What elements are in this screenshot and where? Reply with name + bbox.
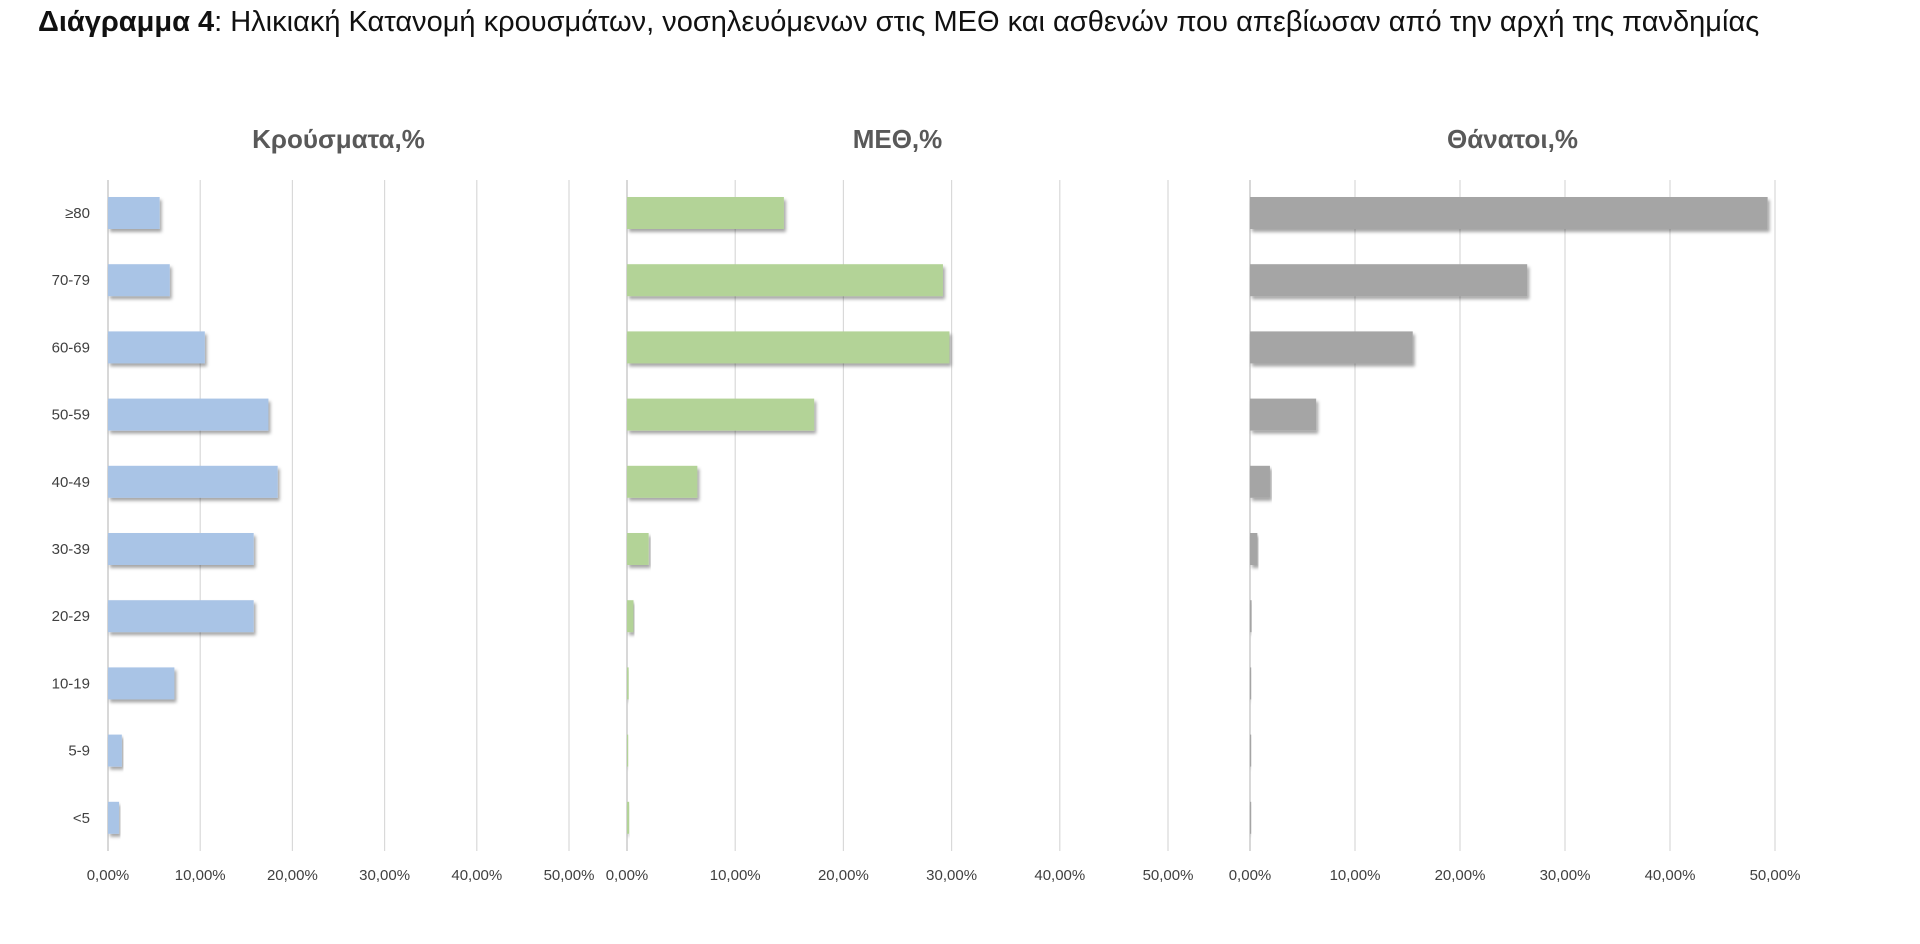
figure-caption: Διάγραμμα 4: Ηλικιακή Κατανομή κρουσμάτω… (38, 6, 1759, 39)
x-tick-label-0-2: 20,00% (267, 867, 318, 884)
x-tick-label-1-3: 30,00% (926, 867, 977, 884)
category-label-5: 30-39 (52, 541, 90, 558)
category-label-6: 20-29 (52, 608, 90, 625)
bar-2-4 (1250, 465, 1270, 498)
x-tick-label-2-4: 40,00% (1645, 867, 1696, 884)
bar-2-6 (1250, 600, 1252, 633)
bar-1-6 (627, 600, 634, 633)
bar-1-2 (627, 331, 950, 364)
bar-0-7 (108, 667, 175, 700)
bar-0-1 (108, 264, 170, 297)
bar-0-0 (108, 197, 160, 229)
bar-1-4 (627, 465, 698, 498)
bar-2-3 (1250, 398, 1317, 431)
bar-1-8 (627, 734, 629, 767)
bar-0-8 (108, 734, 122, 767)
x-tick-label-2-5: 50,00% (1750, 867, 1801, 884)
x-tick-label-1-2: 20,00% (818, 867, 869, 884)
x-tick-label-0-4: 40,00% (451, 867, 502, 884)
x-tick-label-0-1: 10,00% (175, 867, 226, 884)
bar-1-3 (627, 398, 815, 431)
bar-2-0 (1250, 197, 1768, 229)
chart-title-0: Κρούσματα,% (252, 124, 425, 154)
bar-2-8 (1250, 734, 1252, 767)
x-tick-label-0-5: 50,00% (544, 867, 595, 884)
category-label-4: 40-49 (52, 474, 90, 491)
x-tick-label-0-3: 30,00% (359, 867, 410, 884)
x-tick-label-2-2: 20,00% (1435, 867, 1486, 884)
bar-0-6 (108, 600, 254, 633)
figure-caption-text: : Ηλικιακή Κατανομή κρουσμάτων, νοσηλευό… (214, 6, 1760, 38)
x-tick-label-2-0: 0,00% (1229, 867, 1272, 884)
bar-2-2 (1250, 331, 1413, 364)
x-tick-label-1-5: 50,00% (1143, 867, 1194, 884)
bar-2-7 (1250, 667, 1252, 700)
category-label-1: 70-79 (52, 272, 90, 289)
bar-2-5 (1250, 533, 1258, 565)
chart-title-2: Θάνατοι,% (1447, 124, 1578, 154)
bar-0-3 (108, 398, 269, 431)
category-label-8: 5-9 (68, 743, 90, 760)
category-label-3: 50-59 (52, 407, 90, 424)
figure-caption-label: Διάγραμμα 4 (38, 6, 215, 38)
bar-1-9 (627, 801, 630, 834)
bar-0-4 (108, 465, 278, 498)
chart-title-1: ΜΕΘ,% (853, 124, 943, 154)
bar-0-2 (108, 331, 205, 364)
bar-2-9 (1250, 801, 1252, 834)
bar-1-5 (627, 533, 649, 565)
category-label-2: 60-69 (52, 339, 90, 356)
x-tick-label-2-3: 30,00% (1540, 867, 1591, 884)
x-tick-label-1-4: 40,00% (1034, 867, 1085, 884)
x-tick-label-0-0: 0,00% (87, 867, 130, 884)
x-tick-label-2-1: 10,00% (1330, 867, 1381, 884)
bar-0-9 (108, 801, 120, 834)
bar-0-5 (108, 533, 254, 565)
category-label-9: <5 (73, 810, 90, 827)
bar-1-7 (627, 667, 629, 700)
bar-1-0 (627, 197, 784, 229)
bar-2-1 (1250, 264, 1528, 297)
category-label-7: 10-19 (52, 675, 90, 692)
category-label-0: ≥80 (65, 205, 90, 222)
x-tick-label-1-0: 0,00% (606, 867, 649, 884)
bar-1-1 (627, 264, 943, 297)
x-tick-label-1-1: 10,00% (710, 867, 761, 884)
